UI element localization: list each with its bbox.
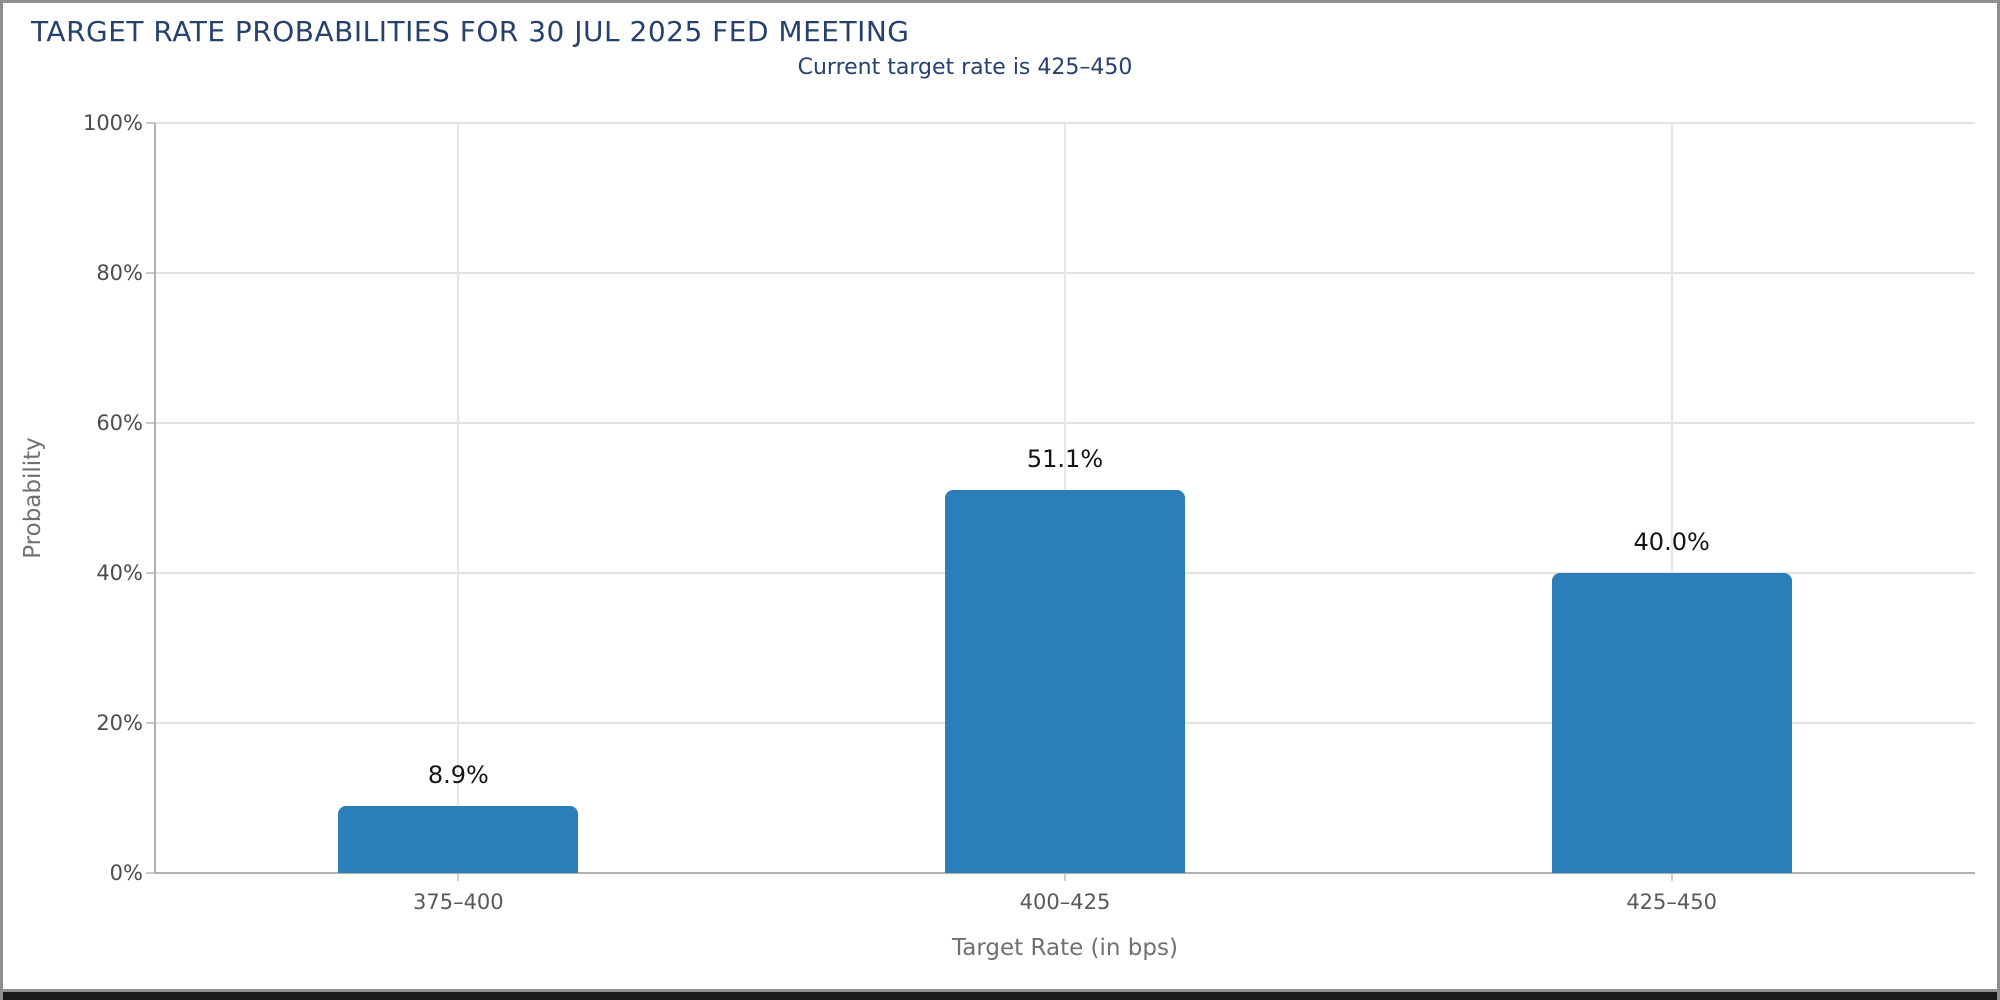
chart-title: TARGET RATE PROBABILITIES FOR 30 JUL 202… xyxy=(31,15,910,48)
y-tick-label: 40% xyxy=(96,561,143,585)
y-tick-mark xyxy=(146,872,155,874)
x-gridline xyxy=(1670,123,1673,873)
y-tick-mark xyxy=(146,722,155,724)
y-tick-label: 60% xyxy=(96,411,143,435)
y-tick-mark xyxy=(146,272,155,274)
x-axis-line xyxy=(155,872,1975,874)
y-tick-label: 80% xyxy=(96,261,143,285)
y-tick-mark xyxy=(146,422,155,424)
y-axis-line xyxy=(154,123,156,873)
x-tick-label: 375–400 xyxy=(412,890,504,914)
bar-400-425[interactable] xyxy=(945,489,1185,873)
chart-subtitle: Current target rate is 425–450 xyxy=(797,55,1133,80)
x-tick-mark xyxy=(457,873,460,881)
x-tick-mark xyxy=(1670,873,1673,881)
bar-425-450[interactable] xyxy=(1551,573,1792,873)
y-tick-label: 100% xyxy=(82,111,143,135)
x-tick-label: 425–450 xyxy=(1626,890,1717,914)
y-tick-label: 20% xyxy=(96,711,143,735)
y-tick-mark xyxy=(146,572,155,574)
x-gridline xyxy=(457,123,460,873)
x-axis-title: Target Rate (in bps) xyxy=(952,935,1178,961)
bar-value-label: 51.1% xyxy=(1026,444,1104,473)
y-tick-mark xyxy=(146,122,155,124)
window-bottom-edge xyxy=(3,989,1997,1000)
bar-value-label: 40.0% xyxy=(1633,528,1710,556)
plot-area: 0% 20% 40% 60% 80% 100% 8.9% 375–400 51.1% 400–42… xyxy=(3,3,1997,1000)
x-tick-label: 400–425 xyxy=(1019,890,1111,914)
y-tick-label: 0% xyxy=(109,861,143,885)
y-axis-title: Probability xyxy=(20,437,46,559)
bar-value-label: 8.9% xyxy=(427,761,489,790)
bar-375-400[interactable] xyxy=(338,806,579,873)
x-tick-mark xyxy=(1064,873,1066,881)
